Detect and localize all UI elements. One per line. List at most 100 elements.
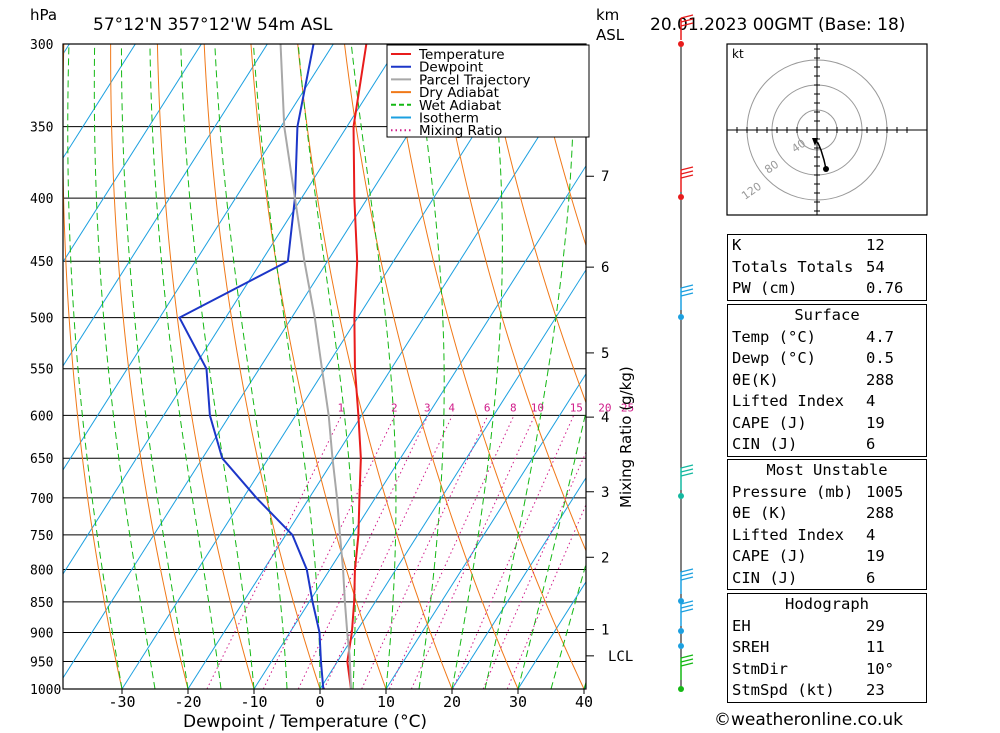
row-value: 288 [866,370,894,389]
hodograph-trace [813,139,827,170]
pressure-tick-label: 550 [30,363,53,378]
dry-adiabat-line [390,44,585,689]
mixing-ratio-label: 20 [598,401,611,414]
table-row: EH 29 [728,616,926,638]
dry-adiabat-line [531,44,586,248]
mixing-ratio-axis-label: Mixing Ratio (g/kg) [617,366,635,508]
mixing-ratio-label: 25 [621,401,634,414]
indices-panel: K 12 Totals Totals 54 PW (cm) 0.76 [727,234,927,301]
footer-copyright[interactable]: ©weatheronline.co.uk [714,710,904,730]
legend-label: Parcel Trajectory [419,72,531,88]
wind-level-dot [678,643,684,649]
row-value: 54 [866,257,885,276]
isotherm-line [451,476,586,689]
isotherm-line [63,44,136,159]
units-label: hPa [30,6,57,24]
isotherm-line [63,44,466,679]
wet-adiabat-line [451,44,503,689]
pressure-tick-label: 650 [30,452,53,467]
dry-adiabat-line [110,44,189,689]
row-value: 4 [866,525,876,544]
row-value: 10° [866,659,894,678]
wet-adiabat-line [149,44,222,689]
wind-barb-feather [680,662,694,667]
wind-level-dot [678,628,684,634]
wind-level-dot [678,686,684,692]
wind-barb-feather [680,22,694,27]
most-unstable-panel: Most Unstable Pressure (mb) 1005 θE (K) 288… [727,459,927,590]
row-value: 23 [866,681,885,699]
table-row: CAPE (J) 19 [728,546,926,568]
mixing-ratio-label: 10 [531,401,544,414]
mixing-ratio-label: 8 [510,401,517,414]
wet-adiabat-line [214,44,288,689]
row-value: 19 [866,413,885,432]
mixing-ratio-line [262,415,396,689]
hodograph-stats-title: Hodograph [785,595,869,613]
table-row: θE(K) 288 [728,370,926,392]
wind-barb-feather [680,292,694,297]
row-label: Pressure (mb) [732,482,854,501]
wind-barb-feather [680,288,694,293]
wind-barb-feather [680,568,694,573]
row-label: Dewp (°C) [732,349,816,367]
x-tick-label: 10 [377,693,395,711]
most-unstable-title: Most Unstable [766,461,888,479]
mixing-ratio-label: 3 [424,401,431,414]
x-tick-label: -30 [108,693,135,711]
wind-barb-feather [680,18,694,23]
wind-barb-feather [680,576,694,581]
hodograph-unit-label: kt [732,47,744,61]
table-row: θE (K) 288 [728,503,926,525]
wind-level-dot [678,598,684,604]
pressure-tick-label: 1000 [30,683,61,698]
location-title: 57°12'N 357°12'W 54m ASL [93,15,333,35]
isotherm-line [0,44,3,689]
mixing-ratio-label: 2 [391,401,398,414]
dry-adiabat-line [63,44,123,689]
km-tick-label: 5 [601,346,609,362]
mixing-ratio-label: 15 [570,401,583,414]
row-value: 1005 [866,482,904,501]
km-tick-label: 1 [601,623,609,639]
pressure-tick-label: 400 [30,192,53,207]
row-label: CAPE (J) [732,547,807,565]
hodograph-endpoint [823,166,829,172]
asl-label: ASL [596,26,625,44]
row-value: 288 [866,504,894,522]
row-label: CIN (J) [732,568,798,587]
hodograph-stats-panel: Hodograph EH 29 SREH 11 StmDir 10° StmSpd (kt)… [727,593,927,703]
pressure-tick-label: 600 [30,409,53,424]
pressure-tick-label: 700 [30,492,53,507]
isotherm-line [319,268,586,689]
pressure-tick-label: 850 [30,596,53,611]
table-row: StmSpd (kt) 23 [728,680,926,702]
row-value: 0.76 [866,279,904,297]
storm-motion-marker [812,138,818,146]
table-row: CIN (J) 6 [728,434,926,456]
datetime-title: 20.01.2023 00GMT (Base: 18) [650,15,905,35]
dry-adiabat-line [953,44,1000,689]
legend-label: Temperature [418,47,505,63]
wet-adiabat-line [550,562,586,689]
wet-adiabat-line [517,409,586,689]
pressure-tick-label: 450 [30,255,53,270]
profile-temperature [346,44,368,689]
wind-level-dot [678,41,684,47]
wind-level-dot [678,194,684,200]
table-row: CIN (J) 6 [728,568,926,590]
pressure-tick-label: 300 [30,38,53,53]
wind-barb-feather [680,604,694,609]
pressure-tick-label: 950 [30,656,53,671]
row-label: Lifted Index [732,392,844,410]
isotherm-line [63,44,268,367]
wind-barb-feather [680,14,694,19]
x-tick-label: 30 [509,693,527,711]
mixing-ratio-line [410,415,536,689]
isotherm-line [63,44,202,263]
km-tick-label: 6 [601,260,609,276]
wind-barb-feather [680,468,694,473]
mixing-ratio-line [361,415,489,689]
row-label: CAPE (J) [732,413,807,432]
